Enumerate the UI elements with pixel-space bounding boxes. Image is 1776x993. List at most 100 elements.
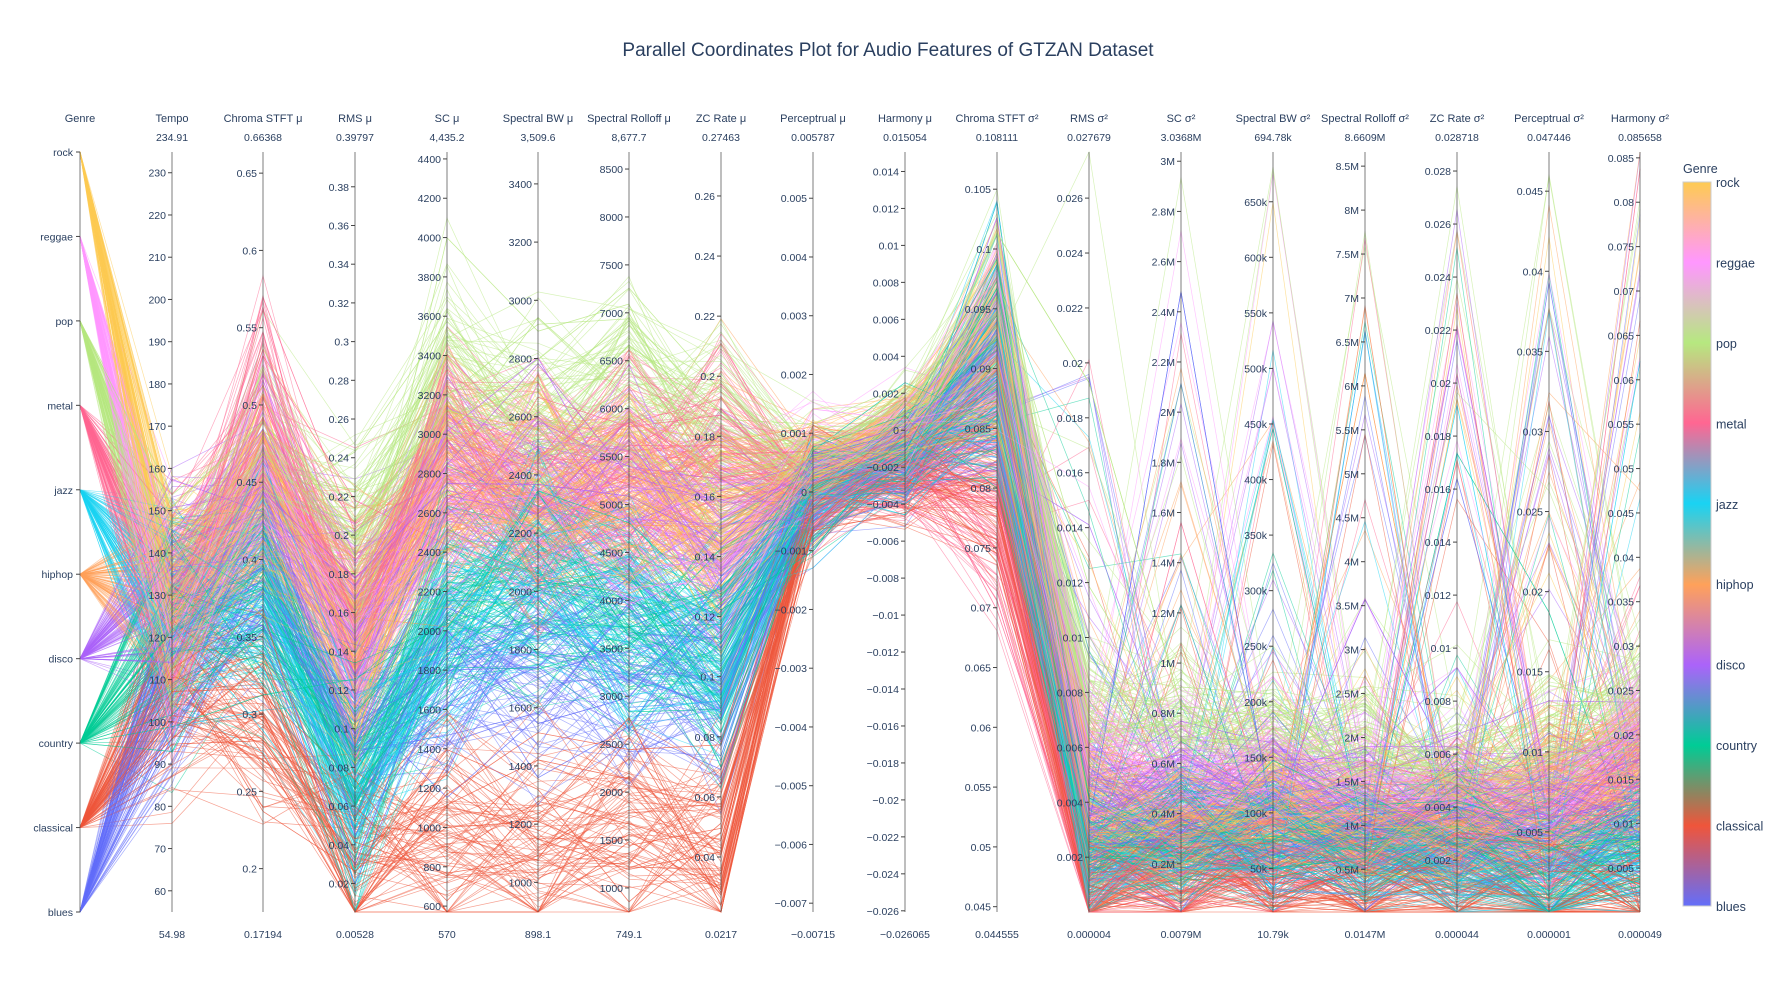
axis-max-label: 0.005787 xyxy=(791,132,835,144)
tick-label: 500k xyxy=(1244,363,1268,375)
tick-label: −0.004 xyxy=(775,722,808,734)
polyline-jazz xyxy=(79,419,1641,903)
tick-label: 1800 xyxy=(509,645,533,657)
tick-label: 0.08 xyxy=(971,483,992,495)
tick-label: −0.006 xyxy=(867,536,900,548)
tick-label: 0.06 xyxy=(971,722,992,734)
tick-label: 2400 xyxy=(418,547,442,559)
polyline-rock xyxy=(79,151,1641,856)
axis-title: SC σ² xyxy=(1167,113,1196,125)
tick-label: 0.035 xyxy=(1517,346,1543,358)
polyline-reggae xyxy=(79,236,1641,812)
axis-15[interactable]: ZC Rate σ² 0.028718 0.000044 0.002 0.004 0.00… xyxy=(1425,113,1485,941)
axis-14[interactable]: Spectral Rolloff σ² 8.6609M 0.0147M 0.5M 1M 1… xyxy=(1321,113,1409,941)
tick-label: 8M xyxy=(1344,205,1359,217)
tick-label: 5000 xyxy=(600,500,624,512)
polyline-country xyxy=(79,382,1641,871)
axis-7[interactable]: ZC Rate μ 0.27463 0.0217 0.04 0.06 0.08 0.1 0.1… xyxy=(695,113,747,941)
tick-label: −0.016 xyxy=(867,721,900,733)
tick-label: 250k xyxy=(1244,641,1268,653)
tick-label: 0.18 xyxy=(695,431,716,443)
axis-6[interactable]: Spectral Rolloff μ 8,677.7 749.1 1000 1500 20… xyxy=(587,113,671,941)
axis-10[interactable]: Chroma STFT σ² 0.108111 0.044555 0.045 0.05 0… xyxy=(956,113,1039,941)
polyline-hiphop xyxy=(79,151,1641,859)
polyline-hiphop xyxy=(79,354,1641,841)
tick-label: 1M xyxy=(1160,658,1175,670)
axis-max-label: 8.6609M xyxy=(1345,132,1386,144)
tick-label: 4000 xyxy=(600,595,624,607)
polylines-layer xyxy=(79,150,1641,914)
axis-0[interactable]: Genre rock reggae pop metal jazz hiphop disco co… xyxy=(33,113,95,919)
polyline-pop xyxy=(79,310,1641,832)
tick-label: 0.018 xyxy=(1425,431,1451,443)
axis-min-label: 0.000001 xyxy=(1527,929,1571,941)
tick-label: 4000 xyxy=(418,233,442,245)
axis-17[interactable]: Harmony σ² 0.085658 0.000049 0.005 0.01 0.015… xyxy=(1608,113,1670,941)
tick-label: 5.5M xyxy=(1336,425,1359,437)
tick-label: −0.004 xyxy=(867,499,900,511)
axis-max-label: 8,677.7 xyxy=(611,132,646,144)
axis-1[interactable]: Tempo 234.91 54.98 60 70 80 90 100 110 120 130 140 1… xyxy=(148,113,188,941)
tick-label: 0.26 xyxy=(329,414,350,426)
polyline-rock xyxy=(79,151,1641,875)
axis-min-label: 570 xyxy=(438,929,456,941)
tick-label: 0.016 xyxy=(1057,468,1083,480)
tick-label: −0.024 xyxy=(867,869,900,881)
tick-label: 0.002 xyxy=(873,388,899,400)
tick-label: 0.05 xyxy=(971,842,992,854)
tick-label: 230 xyxy=(148,168,166,180)
tick-label: 2800 xyxy=(509,354,533,366)
tick-label: blues xyxy=(48,907,73,919)
axis-12[interactable]: SC σ² 3.0368M 0.0079M 0.2M 0.4M 0.6M 0.8M 1M 1.2… xyxy=(1152,113,1202,941)
axis-9[interactable]: Harmony μ 0.015054 −0.026065 −0.026 −0.024 −0… xyxy=(867,113,932,941)
tick-label: 0.012 xyxy=(873,203,899,215)
tick-label: 350k xyxy=(1244,530,1268,542)
axis-13[interactable]: Spectral BW σ² 694.78k 10.79k 50k 100k 150k 20… xyxy=(1236,113,1311,941)
axis-min-label: 0.0079M xyxy=(1161,929,1202,941)
tick-label: 1000 xyxy=(418,822,442,834)
axis-title: Spectral BW σ² xyxy=(1236,113,1311,125)
tick-label: 0.55 xyxy=(237,323,258,335)
axis-4[interactable]: SC μ 4,435.2 570 600 800 1000 1200 1400 1600 1800… xyxy=(418,113,465,941)
axis-max-label: 0.27463 xyxy=(702,132,740,144)
colorbar-label-pop: pop xyxy=(1716,337,1737,351)
tick-label: 0.028 xyxy=(1425,166,1451,178)
tick-label: classical xyxy=(33,823,73,835)
tick-label: 0.065 xyxy=(965,663,991,675)
polyline-rock xyxy=(79,151,1641,838)
axis-3[interactable]: RMS μ 0.39797 0.00528 0.02 0.04 0.06 0.08 0.1 0.… xyxy=(329,113,375,941)
tick-label: 3400 xyxy=(509,179,533,191)
tick-label: 0.02 xyxy=(1523,587,1544,599)
tick-label: 150 xyxy=(148,506,166,518)
axis-5[interactable]: Spectral BW μ 3,509.6 898.1 1000 1200 1400 160… xyxy=(503,113,574,941)
tick-label: 0.16 xyxy=(329,608,350,620)
tick-label: 600 xyxy=(423,901,441,913)
tick-label: 0.12 xyxy=(329,685,350,697)
axis-11[interactable]: RMS σ² 0.027679 0.000004 0.002 0.004 0.006 0.0… xyxy=(1057,113,1111,941)
polyline-disco xyxy=(79,375,1641,846)
tick-label: −0.02 xyxy=(872,795,899,807)
tick-label: −0.006 xyxy=(775,839,808,851)
tick-label: 2.8M xyxy=(1152,206,1175,218)
tick-label: 0.01 xyxy=(1523,747,1544,759)
tick-label: 0.025 xyxy=(1517,507,1543,519)
tick-label: 3M xyxy=(1344,645,1359,657)
tick-label: 0.045 xyxy=(965,902,991,914)
tick-label: 8500 xyxy=(600,164,624,176)
axes-layer: Genre rock reggae pop metal jazz hiphop disco co… xyxy=(33,113,1669,941)
tick-label: 0.5 xyxy=(242,400,257,412)
axis-8[interactable]: Perceptrual μ 0.005787 −0.00715 −0.007 −0.00… xyxy=(775,113,846,941)
tick-label: 0.05 xyxy=(1614,464,1635,476)
axis-min-label: 0.044555 xyxy=(975,929,1019,941)
tick-label: 2.6M xyxy=(1152,257,1175,269)
tick-label: 0.03 xyxy=(1523,426,1544,438)
tick-label: 0.016 xyxy=(1425,484,1451,496)
tick-label: 2M xyxy=(1344,732,1359,744)
axis-16[interactable]: Perceptrual σ² 0.047446 0.000001 0.005 0.01 0… xyxy=(1514,113,1584,941)
axis-title: Genre xyxy=(65,113,96,125)
tick-label: 0.35 xyxy=(237,632,258,644)
tick-label: 120 xyxy=(148,632,166,644)
axis-2[interactable]: Chroma STFT μ 0.66368 0.17194 0.2 0.25 0.3 0.3… xyxy=(224,113,303,941)
